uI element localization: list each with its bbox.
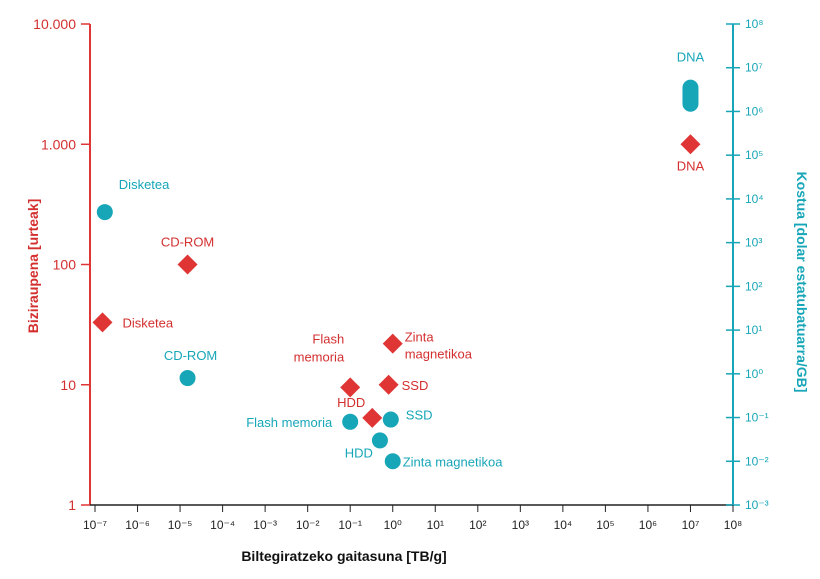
point-lifetime-cd-rom [178, 255, 198, 275]
point-lifetime-ssd [379, 375, 399, 395]
point-lifetime-dna [680, 134, 700, 154]
axes-group [81, 24, 740, 512]
label-cost-hdd: HDD [345, 445, 373, 460]
y-right-tick-label: 10⁻² [745, 454, 769, 468]
data-marks-group [92, 80, 700, 470]
point-cost-dna [682, 80, 698, 112]
x-tick-label: 10⁻¹ [338, 518, 362, 532]
x-tick-label: 10⁶ [639, 518, 657, 532]
label-cost-zinta-magnetikoa: Zinta magnetikoa [403, 454, 503, 469]
y-axis-left-title: Biziraupena [urteak] [25, 199, 41, 334]
label-lifetime-zinta-magnetikoa: Zinta magnetikoa [405, 330, 473, 362]
label-lifetime-cd-rom: CD-ROM [161, 235, 214, 250]
y-right-tick-label: 10⁵ [745, 148, 763, 162]
x-tick-label: 10⁰ [384, 518, 402, 532]
point-cost-flash-memoria [342, 414, 358, 430]
x-tick-label: 10⁴ [554, 518, 573, 532]
label-cost-cd-rom: CD-ROM [164, 348, 217, 363]
y-right-tick-label: 10² [745, 279, 762, 293]
label-cost-flash-memoria: Flash memoria [246, 415, 333, 430]
x-tick-label: 10³ [512, 518, 529, 532]
y-right-tick-label: 10⁸ [745, 17, 763, 31]
y-left-tick-label: 1 [68, 497, 76, 513]
label-lifetime-flash-memoria: Flash memoria [294, 331, 345, 364]
y-axis-right-title: Kostua [dolar estatubatuarra/GB] [794, 172, 810, 393]
y-right-tick-label: 10⁶ [745, 104, 763, 118]
chart: 1 10 100 1.000 10.000 10⁻³ 10⁻² 10⁻¹ 10⁰ 10¹ 10² 10… [0, 0, 820, 579]
y-left-tick-label: 1.000 [41, 136, 76, 152]
label-cost-disketea: Disketea [119, 177, 170, 192]
x-tick-label: 10⁻⁴ [210, 518, 235, 532]
x-axis-title: Biltegiratzeko gaitasuna [TB/g] [241, 548, 446, 564]
point-lifetime-hdd [362, 408, 382, 428]
y-right-tick-label: 10⁻³ [745, 498, 769, 512]
x-tick-label: 10⁵ [596, 518, 614, 532]
y-left-tick-label: 100 [53, 257, 77, 273]
point-cost-disketea [97, 204, 113, 220]
label-lifetime-disketea: Disketea [122, 315, 173, 330]
y-left-tick-label: 10.000 [33, 16, 76, 32]
point-cost-ssd [383, 412, 399, 428]
point-cost-hdd [372, 432, 388, 448]
label-cost-dna: DNA [677, 50, 705, 65]
y-right-tick-label: 10⁷ [745, 61, 763, 75]
point-lifetime-disketea [92, 312, 112, 332]
x-tick-label: 10² [469, 518, 486, 532]
x-tick-label: 10⁸ [724, 518, 742, 532]
label-lifetime-hdd: HDD [337, 395, 365, 410]
x-tick-label: 10¹ [427, 518, 444, 532]
point-lifetime-zinta-magnetikoa [383, 334, 403, 354]
y-right-tick-label: 10⁴ [745, 192, 764, 206]
y-left-tick-label: 10 [60, 377, 76, 393]
label-lifetime-ssd: SSD [402, 378, 429, 393]
y-right-tick-label: 10¹ [745, 323, 762, 337]
y-right-tick-label: 10⁰ [745, 367, 763, 381]
x-tick-label: 10⁷ [682, 518, 700, 532]
label-cost-ssd: SSD [406, 408, 433, 423]
y-right-tick-label: 10³ [745, 236, 762, 250]
x-tick-label: 10⁻³ [253, 518, 277, 532]
tick-labels-group: 1 10 100 1.000 10.000 10⁻³ 10⁻² 10⁻¹ 10⁰ 10¹ 10² 10… [33, 16, 769, 532]
label-lifetime-dna: DNA [677, 158, 705, 173]
point-labels-group: Disketea CD-ROM Flash memoria HDD SSD Zinta mag… [119, 50, 705, 470]
x-tick-label: 10⁻⁵ [168, 518, 193, 532]
y-right-tick-label: 10⁻¹ [745, 411, 769, 425]
point-cost-cd-rom [180, 370, 196, 386]
point-cost-zinta-magnetikoa [385, 453, 401, 469]
x-tick-label: 10⁻⁷ [83, 518, 107, 532]
x-tick-label: 10⁻² [296, 518, 320, 532]
x-tick-label: 10⁻⁶ [125, 518, 150, 532]
